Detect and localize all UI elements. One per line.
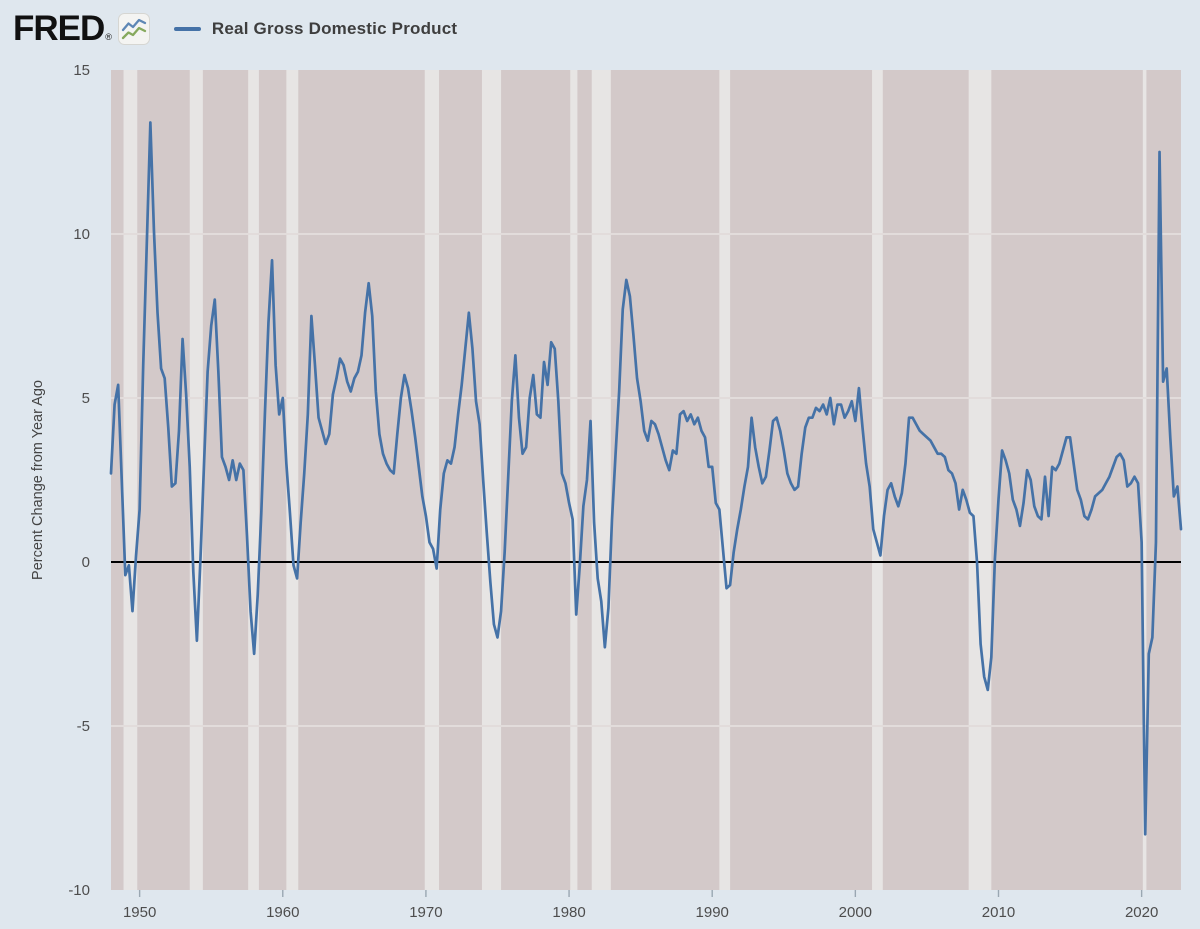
y-tick-label-15: 15 <box>73 62 90 79</box>
recession-band <box>123 70 138 890</box>
legend-line-sample <box>173 27 201 31</box>
registered-trademark-icon: ® <box>105 32 112 43</box>
y-tick-label-5: 5 <box>82 390 90 407</box>
y-tick-label-0: 0 <box>82 554 90 571</box>
gdp-series-line <box>109 121 1183 836</box>
x-tick-label-2000: 2000 <box>839 904 872 921</box>
x-tick-label-1980: 1980 <box>552 904 585 921</box>
recession-band <box>1142 70 1147 890</box>
fred-sparkline-icon <box>117 13 150 45</box>
recession-band <box>424 70 440 890</box>
x-tick-label-1960: 1960 <box>266 904 299 921</box>
x-tick-label-1970: 1970 <box>409 904 442 921</box>
legend: Real Gross Domestic Product <box>173 19 458 39</box>
y-axis-title: Percent Change from Year Ago <box>30 380 46 580</box>
recession-band <box>189 70 203 890</box>
recession-band <box>570 70 578 890</box>
x-tick-label-2010: 2010 <box>982 904 1015 921</box>
y-tick-label--5: -5 <box>77 718 90 735</box>
y-tick-label-10: 10 <box>73 226 90 243</box>
x-tick-label-2020: 2020 <box>1125 904 1158 921</box>
recession-band <box>591 70 611 890</box>
recession-band <box>248 70 259 890</box>
recession-band <box>968 70 992 890</box>
recession-band <box>286 70 299 890</box>
x-tick-label-1950: 1950 <box>123 904 156 921</box>
plot-area <box>111 70 1181 890</box>
recession-band <box>481 70 502 890</box>
y-tick-label--10: -10 <box>68 882 90 899</box>
fred-logo-text: FRED <box>13 8 105 48</box>
fred-logo: FRED ® <box>13 8 112 48</box>
recession-band <box>872 70 883 890</box>
recession-band <box>719 70 731 890</box>
x-tick-label-1990: 1990 <box>696 904 729 921</box>
legend-series-label: Real Gross Domestic Product <box>211 19 458 38</box>
header: FRED ® Real Gross Domestic Product <box>13 9 457 49</box>
